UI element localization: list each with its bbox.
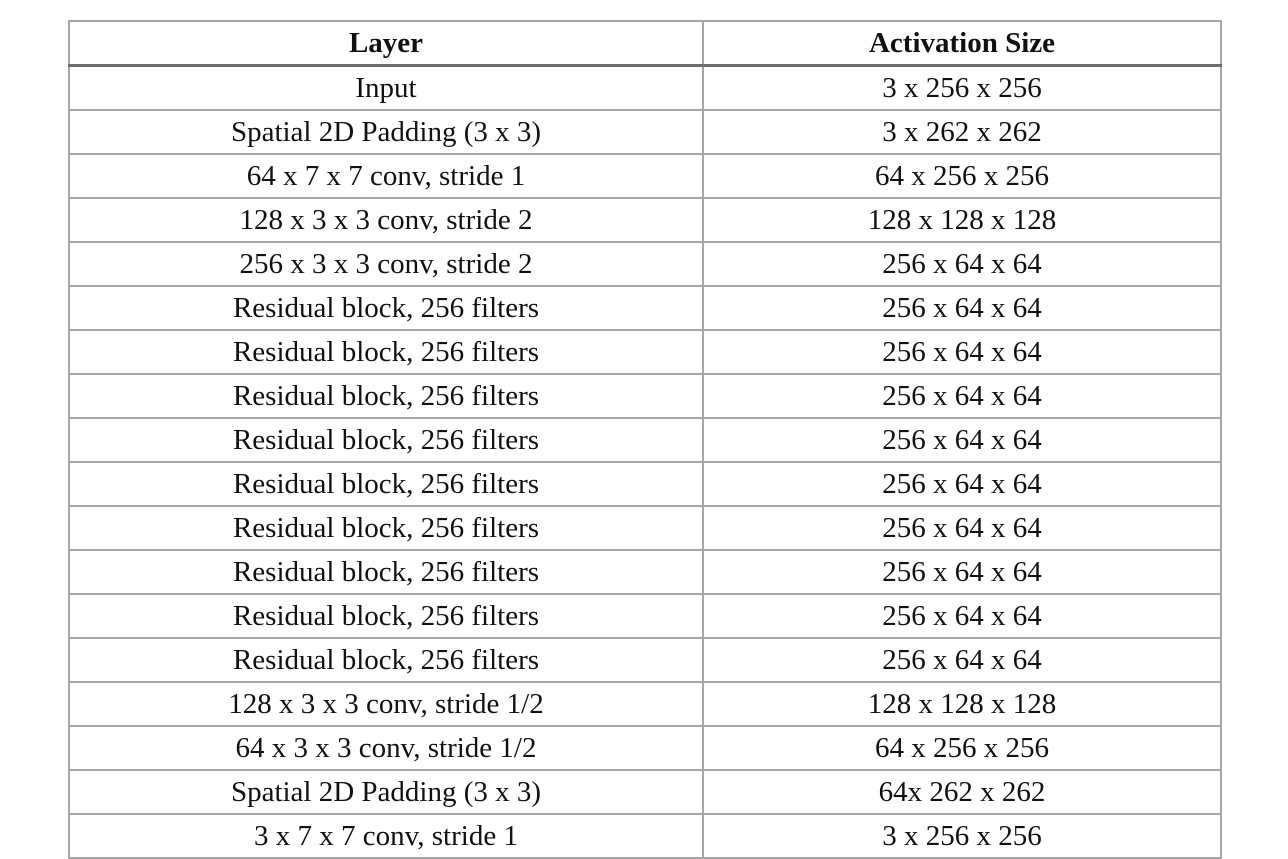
activation-size-cell: 256 x 64 x 64	[702, 285, 1222, 331]
activation-size-cell: 256 x 64 x 64	[702, 373, 1222, 419]
activation-size-cell: 3 x 262 x 262	[702, 109, 1222, 155]
layer-activation-table: Layer Activation Size Input 3 x 256 x 256…	[68, 20, 1222, 859]
table-row: Residual block, 256 filters 256 x 64 x 64	[68, 373, 1222, 419]
layer-cell: Residual block, 256 filters	[68, 461, 704, 507]
activation-size-cell: 3 x 256 x 256	[702, 64, 1222, 111]
layer-cell: 64 x 3 x 3 conv, stride 1/2	[68, 725, 704, 771]
activation-size-cell: 256 x 64 x 64	[702, 505, 1222, 551]
activation-size-cell: 256 x 64 x 64	[702, 329, 1222, 375]
activation-size-cell: 256 x 64 x 64	[702, 461, 1222, 507]
activation-size-cell: 256 x 64 x 64	[702, 593, 1222, 639]
layer-cell: 256 x 3 x 3 conv, stride 2	[68, 241, 704, 287]
activation-size-cell: 128 x 128 x 128	[702, 197, 1222, 243]
table-row: Residual block, 256 filters 256 x 64 x 64	[68, 329, 1222, 375]
table-row: Input 3 x 256 x 256	[68, 64, 1222, 111]
layer-cell: Residual block, 256 filters	[68, 417, 704, 463]
table-row: 64 x 3 x 3 conv, stride 1/2 64 x 256 x 25…	[68, 725, 1222, 771]
layer-cell: 128 x 3 x 3 conv, stride 1/2	[68, 681, 704, 727]
header-activation-size: Activation Size	[702, 20, 1222, 67]
activation-size-cell: 256 x 64 x 64	[702, 417, 1222, 463]
layer-cell: Residual block, 256 filters	[68, 373, 704, 419]
activation-size-cell: 256 x 64 x 64	[702, 549, 1222, 595]
table-row: Residual block, 256 filters 256 x 64 x 64	[68, 637, 1222, 683]
table-header: Layer Activation Size	[68, 20, 1222, 67]
table-row: Residual block, 256 filters 256 x 64 x 64	[68, 549, 1222, 595]
activation-size-cell: 64 x 256 x 256	[702, 725, 1222, 771]
layer-cell: Residual block, 256 filters	[68, 329, 704, 375]
layer-cell: Residual block, 256 filters	[68, 593, 704, 639]
table-body: Input 3 x 256 x 256 Spatial 2D Padding (3 …	[68, 64, 1222, 859]
activation-size-cell: 256 x 64 x 64	[702, 637, 1222, 683]
layer-cell: 128 x 3 x 3 conv, stride 2	[68, 197, 704, 243]
table-row: Residual block, 256 filters 256 x 64 x 64	[68, 417, 1222, 463]
table-row: 256 x 3 x 3 conv, stride 2 256 x 64 x 64	[68, 241, 1222, 287]
table-row: Residual block, 256 filters 256 x 64 x 64	[68, 593, 1222, 639]
table-row: Spatial 2D Padding (3 x 3) 3 x 262 x 262	[68, 109, 1222, 155]
table-row: Spatial 2D Padding (3 x 3) 64x 262 x 262	[68, 769, 1222, 815]
header-row: Layer Activation Size	[68, 20, 1222, 67]
layer-cell: Residual block, 256 filters	[68, 549, 704, 595]
layer-cell: Residual block, 256 filters	[68, 505, 704, 551]
table-row: 128 x 3 x 3 conv, stride 1/2 128 x 128 x …	[68, 681, 1222, 727]
table-row: 128 x 3 x 3 conv, stride 2 128 x 128 x 12…	[68, 197, 1222, 243]
layer-cell: 64 x 7 x 7 conv, stride 1	[68, 153, 704, 199]
activation-size-cell: 3 x 256 x 256	[702, 813, 1222, 859]
activation-size-cell: 64 x 256 x 256	[702, 153, 1222, 199]
layer-cell: Residual block, 256 filters	[68, 637, 704, 683]
activation-size-cell: 256 x 64 x 64	[702, 241, 1222, 287]
activation-size-cell: 64x 262 x 262	[702, 769, 1222, 815]
header-layer: Layer	[68, 20, 704, 67]
layer-cell: Residual block, 256 filters	[68, 285, 704, 331]
table-row: Residual block, 256 filters 256 x 64 x 64	[68, 505, 1222, 551]
layer-cell: 3 x 7 x 7 conv, stride 1	[68, 813, 704, 859]
table-row: 64 x 7 x 7 conv, stride 1 64 x 256 x 256	[68, 153, 1222, 199]
activation-size-cell: 128 x 128 x 128	[702, 681, 1222, 727]
layer-cell: Input	[68, 64, 704, 111]
layer-cell: Spatial 2D Padding (3 x 3)	[68, 769, 704, 815]
table-row: Residual block, 256 filters 256 x 64 x 64	[68, 285, 1222, 331]
layer-cell: Spatial 2D Padding (3 x 3)	[68, 109, 704, 155]
table-row: Residual block, 256 filters 256 x 64 x 64	[68, 461, 1222, 507]
